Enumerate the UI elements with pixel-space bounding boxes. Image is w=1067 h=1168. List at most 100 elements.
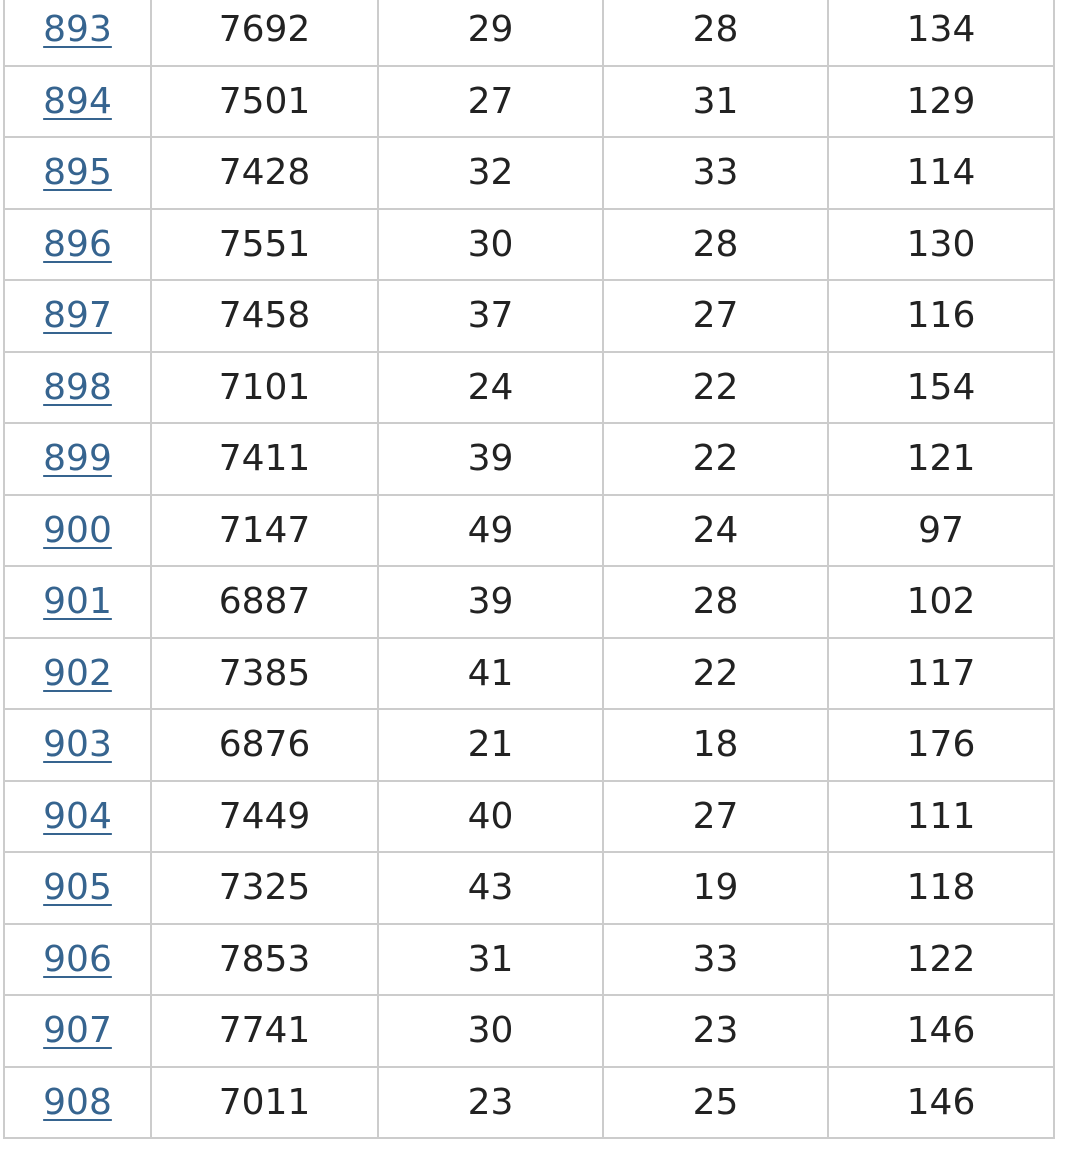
table-cell-value-3: 28 — [602, 0, 829, 67]
table-cell-value-3: 22 — [602, 422, 829, 496]
table-cell-value-2: 24 — [377, 350, 604, 424]
table-cell-value-2: 41 — [377, 636, 604, 710]
row-id-link[interactable]: 901 — [43, 581, 112, 623]
table-row: 905 7325 43 19 118 — [3, 851, 1055, 925]
table-cell-value-2: 30 — [377, 994, 604, 1068]
row-id-link[interactable]: 895 — [43, 152, 112, 194]
table-cell-value-2: 49 — [377, 493, 604, 567]
table-cell-value-4: 154 — [827, 350, 1055, 424]
table-cell-value-1: 7147 — [150, 493, 379, 567]
table-cell-value-4: 129 — [827, 64, 1055, 138]
table-cell-value-4: 121 — [827, 422, 1055, 496]
row-id-link[interactable]: 903 — [43, 724, 112, 766]
table-row: 906 7853 31 33 122 — [3, 922, 1055, 996]
table-cell-value-3: 28 — [602, 565, 829, 639]
table-row: 893 7692 29 28 134 — [3, 0, 1055, 67]
table-cell-value-2: 27 — [377, 64, 604, 138]
table-row: 908 7011 23 25 146 — [3, 1065, 1055, 1139]
row-id-link[interactable]: 906 — [43, 938, 112, 980]
table-cell-value-2: 31 — [377, 922, 604, 996]
table-cell-value-2: 32 — [377, 136, 604, 210]
table-cell-id-link: 896 — [3, 207, 152, 281]
row-id-link[interactable]: 902 — [43, 652, 112, 694]
row-id-link[interactable]: 896 — [43, 223, 112, 265]
table-cell-value-1: 7428 — [150, 136, 379, 210]
row-id-link[interactable]: 898 — [43, 366, 112, 408]
row-id-link[interactable]: 893 — [43, 9, 112, 51]
table-cell-value-3: 23 — [602, 994, 829, 1068]
table-cell-id-link: 900 — [3, 493, 152, 567]
row-id-link[interactable]: 908 — [43, 1081, 112, 1123]
table-row: 894 7501 27 31 129 — [3, 64, 1055, 138]
table-cell-id-link: 902 — [3, 636, 152, 710]
table-cell-value-1: 7385 — [150, 636, 379, 710]
table-cell-value-4: 146 — [827, 994, 1055, 1068]
table-body: 893 7692 29 28 134 894 7501 27 31 129 895 7428 32 33 1… — [3, 0, 1055, 1139]
table-cell-value-1: 7853 — [150, 922, 379, 996]
table-cell-value-3: 18 — [602, 708, 829, 782]
table-row: 904 7449 40 27 111 — [3, 779, 1055, 853]
table-cell-value-4: 117 — [827, 636, 1055, 710]
table-cell-id-link: 897 — [3, 279, 152, 353]
row-id-link[interactable]: 905 — [43, 867, 112, 909]
table-row: 903 6876 21 18 176 — [3, 708, 1055, 782]
data-table: 893 7692 29 28 134 894 7501 27 31 129 895 7428 32 33 1… — [3, 0, 1055, 1139]
table-cell-value-3: 24 — [602, 493, 829, 567]
table-cell-id-link: 898 — [3, 350, 152, 424]
table-cell-value-1: 6876 — [150, 708, 379, 782]
table-cell-value-3: 25 — [602, 1065, 829, 1139]
table-cell-value-4: 111 — [827, 779, 1055, 853]
table-cell-value-3: 28 — [602, 207, 829, 281]
table-cell-value-3: 22 — [602, 636, 829, 710]
table-row: 897 7458 37 27 116 — [3, 279, 1055, 353]
table-cell-value-1: 7325 — [150, 851, 379, 925]
table-cell-id-link: 904 — [3, 779, 152, 853]
table-row: 901 6887 39 28 102 — [3, 565, 1055, 639]
table-row: 907 7741 30 23 146 — [3, 994, 1055, 1068]
table-cell-value-2: 39 — [377, 422, 604, 496]
table-cell-value-1: 6887 — [150, 565, 379, 639]
table-cell-id-link: 907 — [3, 994, 152, 1068]
table-cell-id-link: 901 — [3, 565, 152, 639]
table-cell-id-link: 895 — [3, 136, 152, 210]
table-cell-value-4: 176 — [827, 708, 1055, 782]
table-cell-value-4: 146 — [827, 1065, 1055, 1139]
table-cell-value-4: 97 — [827, 493, 1055, 567]
table-cell-value-4: 116 — [827, 279, 1055, 353]
table-cell-value-4: 114 — [827, 136, 1055, 210]
table-cell-value-4: 130 — [827, 207, 1055, 281]
table-cell-value-1: 7011 — [150, 1065, 379, 1139]
row-id-link[interactable]: 904 — [43, 795, 112, 837]
row-id-link[interactable]: 899 — [43, 438, 112, 480]
table-cell-value-3: 33 — [602, 922, 829, 996]
table-cell-value-2: 29 — [377, 0, 604, 67]
table-cell-value-2: 40 — [377, 779, 604, 853]
table-cell-value-2: 39 — [377, 565, 604, 639]
table-row: 898 7101 24 22 154 — [3, 350, 1055, 424]
table-cell-value-3: 22 — [602, 350, 829, 424]
table-cell-id-link: 906 — [3, 922, 152, 996]
table-cell-value-1: 7501 — [150, 64, 379, 138]
table-cell-value-3: 33 — [602, 136, 829, 210]
table-cell-value-2: 37 — [377, 279, 604, 353]
table-cell-value-1: 7741 — [150, 994, 379, 1068]
table-cell-value-1: 7551 — [150, 207, 379, 281]
table-cell-value-4: 102 — [827, 565, 1055, 639]
table-cell-value-1: 7449 — [150, 779, 379, 853]
row-id-link[interactable]: 894 — [43, 80, 112, 122]
table-row: 899 7411 39 22 121 — [3, 422, 1055, 496]
table-cell-value-1: 7458 — [150, 279, 379, 353]
table-row: 896 7551 30 28 130 — [3, 207, 1055, 281]
table-cell-value-2: 21 — [377, 708, 604, 782]
table-row: 902 7385 41 22 117 — [3, 636, 1055, 710]
row-id-link[interactable]: 897 — [43, 295, 112, 337]
row-id-link[interactable]: 900 — [43, 509, 112, 551]
table-cell-value-3: 27 — [602, 779, 829, 853]
table-cell-value-3: 31 — [602, 64, 829, 138]
table-cell-value-3: 19 — [602, 851, 829, 925]
table-cell-value-4: 122 — [827, 922, 1055, 996]
row-id-link[interactable]: 907 — [43, 1010, 112, 1052]
table-cell-value-2: 30 — [377, 207, 604, 281]
table-cell-id-link: 905 — [3, 851, 152, 925]
table-cell-value-4: 134 — [827, 0, 1055, 67]
